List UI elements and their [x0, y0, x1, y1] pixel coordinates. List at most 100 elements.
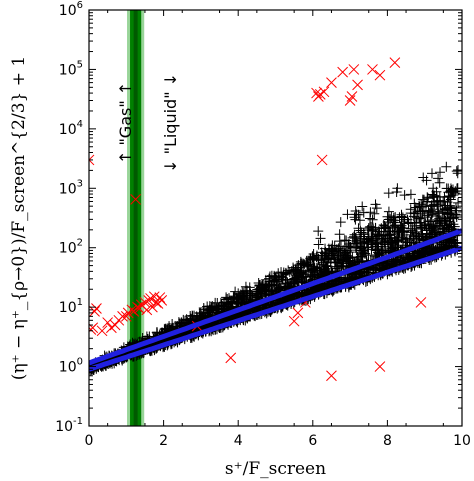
liquid-point [435, 167, 446, 178]
y-tick-label: 105 [59, 59, 83, 78]
liquid-point [358, 229, 369, 240]
liquid-point [269, 272, 280, 283]
liquid-point [452, 168, 462, 179]
liquid-point [302, 259, 313, 270]
liquid-point [323, 244, 334, 255]
liquid-point [307, 252, 318, 263]
liquid-point [356, 227, 367, 238]
gas-point [374, 361, 386, 372]
liquid-point [313, 239, 324, 250]
liquid-point [334, 229, 345, 240]
liquid-point [393, 256, 404, 267]
liquid-point [428, 245, 439, 256]
gas-point [156, 295, 168, 306]
gas-point [120, 310, 132, 322]
liquid-point [343, 239, 354, 250]
gas-point [311, 87, 322, 99]
liquid-point [418, 172, 429, 183]
liquid-point [390, 219, 401, 230]
y-axis-label: (η⁺ − η⁺_{ρ→0})/F_screen^{2/3} + 1 [9, 56, 29, 380]
liquid-point [428, 197, 439, 208]
liquid-point [451, 210, 462, 221]
y-tick-label: 10-1 [55, 416, 83, 435]
liquid-point [233, 288, 244, 299]
gas-point [292, 307, 304, 319]
liquid-point [382, 216, 393, 227]
liquid-point [288, 265, 299, 276]
liquid-point [342, 250, 353, 261]
liquid-point [409, 198, 420, 209]
x-tick-label: 8 [383, 433, 392, 449]
liquid-point [382, 229, 393, 240]
liquid-point [236, 297, 247, 308]
liquid-point [441, 161, 452, 172]
liquid-point [301, 255, 312, 266]
gas-point [141, 304, 153, 316]
liquid-point [368, 235, 379, 246]
liquid-point [348, 231, 359, 242]
liquid-point [416, 199, 427, 210]
gas-point [352, 79, 363, 91]
liquid-point [431, 186, 442, 197]
liquid-point [432, 243, 443, 254]
liquid-point [335, 217, 346, 228]
x-tick-label: 0 [85, 433, 94, 449]
gas-point [337, 66, 348, 78]
liquid-point [405, 189, 416, 200]
liquid-point [259, 282, 270, 293]
liquid-point [371, 203, 382, 214]
gas-point [318, 86, 330, 98]
liquid-point [253, 286, 264, 297]
liquid-point [329, 252, 340, 263]
liquid-point [450, 202, 461, 213]
gas-annotation: ↑ "Gas" ↑ [116, 82, 135, 164]
liquid-point [432, 206, 443, 217]
plot-area: ↑ "Gas" ↑ ↓ "Liquid" ↓ [89, 10, 462, 426]
liquid-point [426, 244, 437, 255]
liquid-point [363, 250, 374, 261]
gas-point [348, 64, 360, 75]
gas-point [154, 292, 166, 303]
gas-point [316, 154, 328, 166]
liquid-point [323, 253, 334, 264]
liquid-point [371, 233, 382, 244]
liquid-point [405, 223, 416, 234]
liquid-point [286, 266, 297, 277]
liquid-point [393, 224, 404, 235]
gas-point [139, 297, 151, 308]
liquid-point [226, 296, 237, 307]
liquid-point [366, 238, 377, 249]
liquid-point [273, 283, 284, 294]
liquid-point [431, 210, 442, 221]
liquid-point [319, 264, 330, 275]
plot-frame [88, 9, 463, 427]
liquid-point [426, 216, 437, 227]
liquid-point [207, 300, 218, 311]
liquid-point [450, 209, 461, 220]
bound-curve-upper [89, 228, 462, 366]
gas-point [346, 91, 358, 102]
liquid-point [330, 278, 341, 289]
liquid-point [391, 187, 402, 198]
liquid-point [308, 263, 319, 274]
liquid-point [350, 205, 361, 216]
liquid-point [388, 212, 399, 223]
liquid-point [408, 252, 419, 263]
gas-point [91, 303, 102, 314]
liquid-point [350, 242, 361, 253]
liquid-point [385, 237, 396, 248]
liquid-point [268, 279, 279, 290]
liquid-point [428, 221, 439, 232]
y-tick-label: 101 [59, 297, 83, 316]
liquid-point [413, 213, 424, 224]
liquid-point [212, 306, 223, 317]
liquid-point [418, 194, 429, 205]
liquid-point [306, 264, 317, 275]
gas-point [109, 319, 121, 331]
liquid-point [211, 303, 222, 314]
y-tick-label: 100 [59, 357, 83, 376]
liquid-point [435, 216, 446, 227]
liquid-point [356, 241, 367, 252]
liquid-point [407, 225, 418, 236]
